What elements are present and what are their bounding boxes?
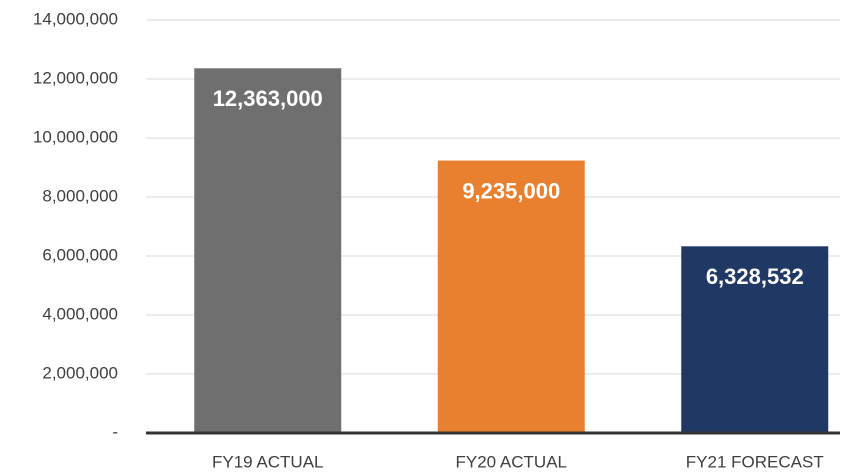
bar	[194, 68, 342, 433]
x-tick-label: FY20 ACTUAL	[456, 452, 568, 471]
y-tick-label: 2,000,000	[42, 363, 118, 382]
y-tick-label: 14,000,000	[33, 9, 118, 28]
y-tick-label: 12,000,000	[33, 68, 118, 87]
bar	[681, 246, 829, 433]
y-tick-label: -	[112, 422, 118, 441]
y-tick-label: 4,000,000	[42, 304, 118, 323]
y-tick-label: 6,000,000	[42, 245, 118, 264]
data-label: 6,328,532	[706, 264, 804, 289]
x-tick-label: FY21 FORECAST	[686, 452, 824, 471]
y-tick-label: 8,000,000	[42, 186, 118, 205]
data-label: 9,235,000	[462, 178, 560, 203]
bar	[437, 160, 585, 433]
x-tick-label: FY19 ACTUAL	[212, 452, 324, 471]
data-label: 12,363,000	[213, 86, 323, 111]
y-tick-label: 10,000,000	[33, 127, 118, 146]
